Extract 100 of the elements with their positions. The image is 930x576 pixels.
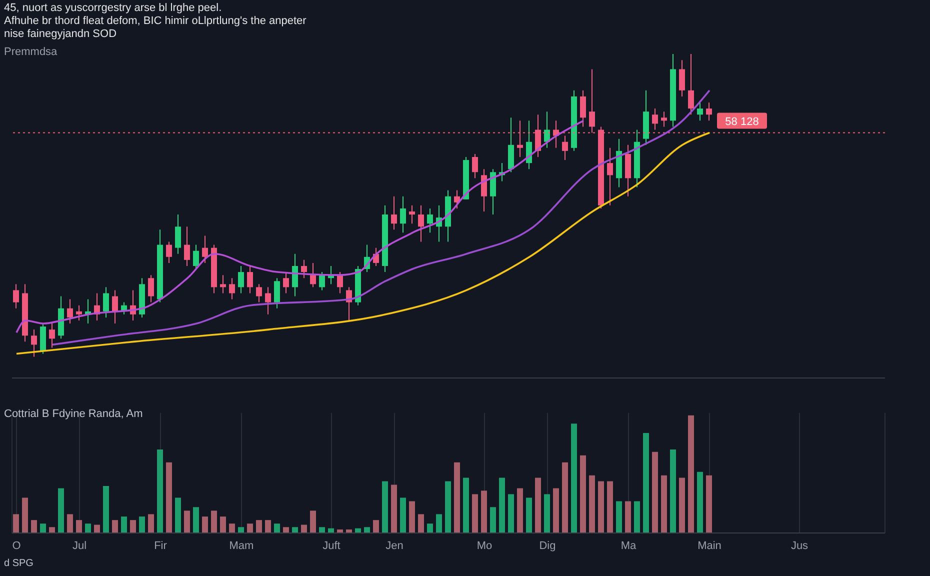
chart-subtitle: Afhuhe br thord fleat defom, BIC himir oLlprtlung's the anpeter nise fainegyjandn SOD xyxy=(4,15,306,41)
candlestick xyxy=(679,60,685,97)
candlestick xyxy=(112,290,118,324)
x-tick-label: Jul xyxy=(72,540,87,552)
bar xyxy=(364,527,370,533)
candlestick xyxy=(589,68,595,134)
x-tick-label: O xyxy=(12,540,22,552)
candlestick xyxy=(301,259,307,279)
bar xyxy=(589,475,595,533)
candlestick xyxy=(274,278,280,309)
bar xyxy=(490,507,496,533)
bar xyxy=(688,415,694,533)
x-tick-label: Jen xyxy=(386,540,404,552)
candlestick xyxy=(184,226,190,266)
bar xyxy=(130,520,136,533)
bar xyxy=(58,488,64,533)
bar xyxy=(400,498,406,533)
candlestick xyxy=(427,208,433,234)
bar xyxy=(571,424,577,533)
candlestick xyxy=(337,272,343,294)
x-tick-label: Mo xyxy=(476,540,492,552)
candlestick xyxy=(76,304,82,321)
candlestick xyxy=(67,298,73,324)
candlestick xyxy=(103,286,109,318)
bar xyxy=(481,490,487,533)
bar xyxy=(472,494,478,533)
candlestick xyxy=(481,168,487,212)
candlestick xyxy=(247,265,253,294)
bar xyxy=(670,449,676,533)
x-tick-label: Fir xyxy=(154,540,168,552)
bar xyxy=(661,475,667,533)
bar xyxy=(175,498,181,533)
candlestick xyxy=(175,214,181,254)
x-tick-label: Main xyxy=(698,540,722,552)
bar xyxy=(517,488,523,533)
bar xyxy=(544,494,550,533)
candlestick xyxy=(652,108,658,130)
candlestick xyxy=(193,244,199,270)
candlestick xyxy=(418,204,424,242)
bar xyxy=(220,516,226,533)
bar xyxy=(148,514,154,533)
candlestick xyxy=(31,329,37,358)
bar xyxy=(391,484,397,533)
bar xyxy=(202,516,208,533)
candlestick xyxy=(580,90,586,128)
bar xyxy=(535,478,541,533)
candlestick xyxy=(319,272,325,291)
x-tick-label: Mam xyxy=(229,540,254,552)
bar xyxy=(229,524,235,533)
bar xyxy=(454,462,460,533)
bar xyxy=(436,514,442,533)
bar xyxy=(499,478,505,533)
candlestick xyxy=(661,111,667,128)
candlestick xyxy=(562,135,568,161)
chart-title: 45, nuort as yuscorrgestry arse bl lrghe peel. xyxy=(4,2,223,15)
bar xyxy=(562,462,568,533)
bar xyxy=(283,527,289,533)
candlestick xyxy=(202,235,208,264)
candlestick xyxy=(229,278,235,300)
candlestick xyxy=(49,323,55,348)
candlestick xyxy=(472,153,478,179)
candlestick xyxy=(688,54,694,116)
bar xyxy=(508,494,514,533)
bar xyxy=(157,449,163,533)
bar xyxy=(274,524,280,533)
text: d SPG xyxy=(4,558,34,569)
candlestick xyxy=(265,286,271,315)
candlestick xyxy=(409,204,415,224)
bar xyxy=(418,514,424,533)
bar xyxy=(265,520,271,533)
bar xyxy=(643,433,649,533)
bar xyxy=(121,516,127,533)
candlestick xyxy=(607,147,613,206)
bar xyxy=(382,481,388,533)
x-tick-label: Juft xyxy=(322,540,340,552)
candlestick xyxy=(283,272,289,294)
bar xyxy=(409,501,415,533)
bar xyxy=(427,524,433,533)
bar xyxy=(616,501,622,533)
bar xyxy=(85,524,91,533)
bar xyxy=(76,520,82,533)
bar xyxy=(625,501,631,533)
candlestick xyxy=(238,265,244,294)
bar xyxy=(463,478,469,533)
bar xyxy=(634,501,640,533)
bar xyxy=(103,486,109,533)
candlestick xyxy=(706,102,712,122)
bar xyxy=(292,527,298,533)
bar xyxy=(310,510,316,533)
candlestick xyxy=(517,120,523,158)
bar xyxy=(139,516,145,533)
bar xyxy=(211,510,217,533)
candlestick xyxy=(256,284,262,303)
candlestick xyxy=(535,114,541,158)
x-tick-label: Ma xyxy=(620,540,638,552)
bar xyxy=(40,524,46,533)
candlestick xyxy=(13,284,19,309)
annotation: Premmdsa xyxy=(4,46,58,58)
candlestick xyxy=(400,196,406,234)
annotation: 58 128 xyxy=(725,116,759,128)
